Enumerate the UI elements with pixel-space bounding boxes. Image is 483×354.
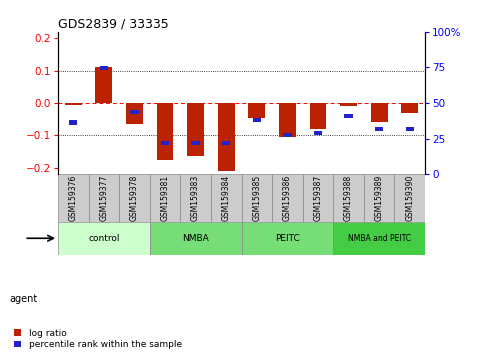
Text: GSM159378: GSM159378 <box>130 175 139 221</box>
Bar <box>303 174 333 222</box>
Bar <box>279 103 296 137</box>
Bar <box>375 127 384 131</box>
Bar <box>126 103 143 124</box>
Text: GSM159387: GSM159387 <box>313 175 323 221</box>
Bar <box>344 114 353 118</box>
Bar <box>242 222 333 255</box>
Bar <box>69 120 77 125</box>
Text: GSM159388: GSM159388 <box>344 175 353 221</box>
Text: GSM159383: GSM159383 <box>191 175 200 221</box>
Bar <box>333 222 425 255</box>
Text: PEITC: PEITC <box>275 234 300 243</box>
Text: control: control <box>88 234 120 243</box>
Bar <box>222 141 230 145</box>
Bar <box>340 103 357 106</box>
Bar <box>187 103 204 156</box>
Bar <box>283 133 292 137</box>
Text: GSM159385: GSM159385 <box>252 175 261 221</box>
Text: GSM159381: GSM159381 <box>160 175 170 221</box>
Bar <box>253 118 261 122</box>
Bar <box>180 174 211 222</box>
Text: NMBA and PEITC: NMBA and PEITC <box>348 234 411 243</box>
Bar <box>371 103 387 122</box>
Bar <box>333 174 364 222</box>
Text: agent: agent <box>10 294 38 304</box>
Bar <box>395 174 425 222</box>
Bar <box>364 174 395 222</box>
Bar <box>248 103 265 118</box>
Text: GDS2839 / 33335: GDS2839 / 33335 <box>58 18 169 31</box>
Bar <box>242 174 272 222</box>
Text: GSM159376: GSM159376 <box>69 175 78 221</box>
Bar <box>96 68 112 103</box>
Text: GSM159386: GSM159386 <box>283 175 292 221</box>
Bar <box>211 174 242 222</box>
Bar <box>99 66 108 70</box>
Bar <box>119 174 150 222</box>
Bar <box>58 222 150 255</box>
Bar <box>272 174 303 222</box>
Bar <box>156 103 173 160</box>
Text: NMBA: NMBA <box>182 234 209 243</box>
Text: GSM159384: GSM159384 <box>222 175 231 221</box>
Bar <box>401 103 418 113</box>
Bar <box>310 103 327 129</box>
Bar <box>150 222 242 255</box>
Bar <box>314 131 322 135</box>
Text: GSM159390: GSM159390 <box>405 175 414 221</box>
Bar <box>218 103 235 171</box>
Text: GSM159377: GSM159377 <box>99 175 108 221</box>
Bar <box>161 141 169 145</box>
Legend: log ratio, percentile rank within the sample: log ratio, percentile rank within the sa… <box>14 329 182 349</box>
Bar <box>191 141 200 145</box>
Bar <box>88 174 119 222</box>
Text: GSM159389: GSM159389 <box>375 175 384 221</box>
Bar <box>65 103 82 105</box>
Bar <box>130 110 139 114</box>
Bar <box>406 127 414 131</box>
Bar <box>58 174 88 222</box>
Bar <box>150 174 180 222</box>
